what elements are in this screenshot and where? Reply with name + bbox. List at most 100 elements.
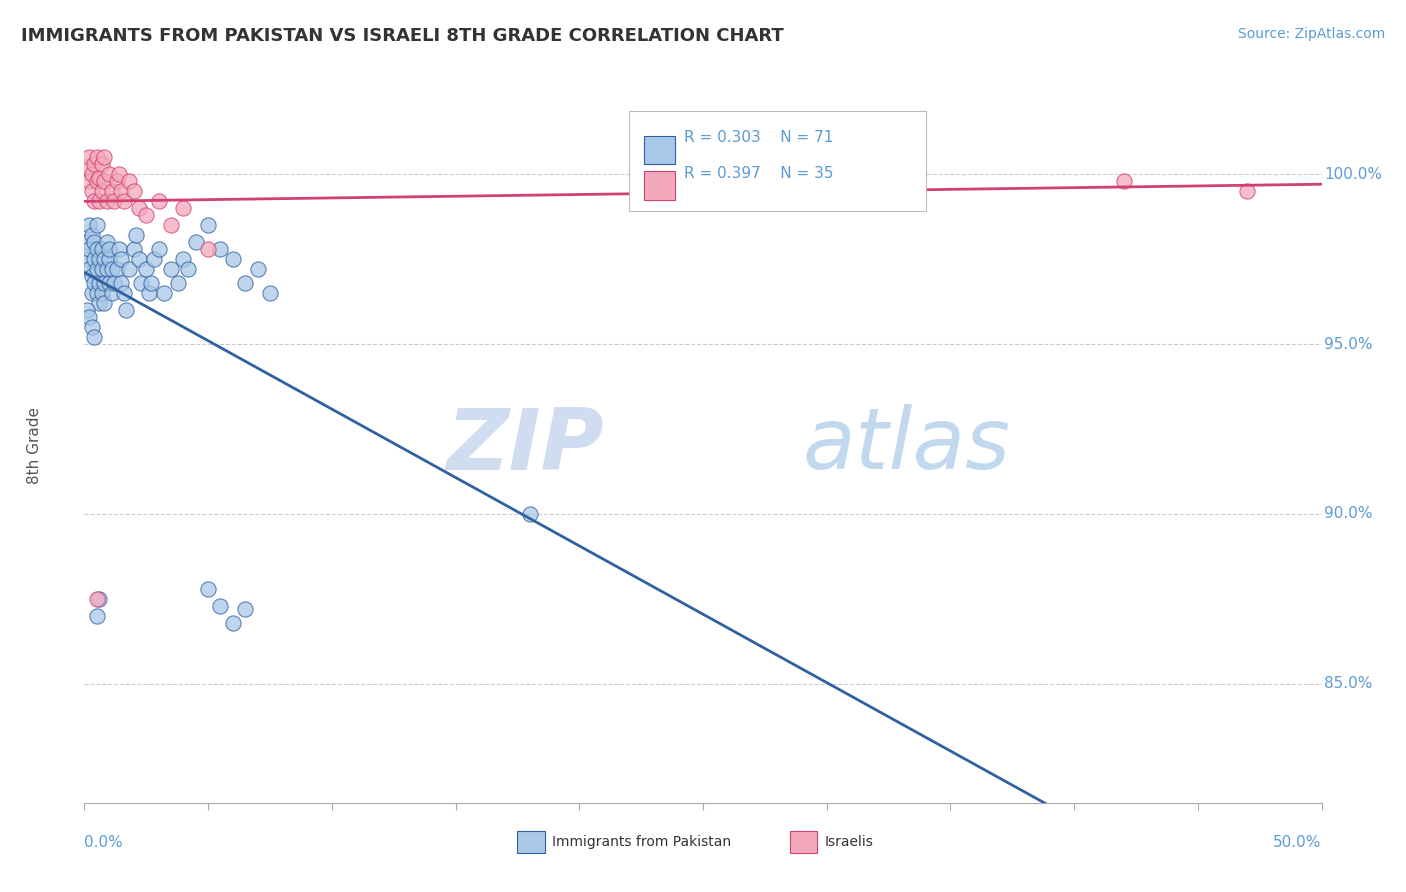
Point [197, 582, 219, 596]
Point [184, 235, 207, 249]
Text: 90.0%: 90.0% [1324, 507, 1372, 522]
Point [246, 262, 269, 277]
Point [83, 330, 105, 344]
Point [98, 276, 121, 290]
Point [90, 157, 112, 171]
Point [172, 201, 194, 215]
Text: ZIP: ZIP [446, 404, 605, 488]
Point [83, 194, 105, 209]
Point [197, 218, 219, 232]
Point [89, 276, 111, 290]
Point [115, 303, 138, 318]
Text: 0.0%: 0.0% [84, 835, 124, 850]
Point [86, 150, 108, 164]
Point [76, 161, 98, 175]
FancyBboxPatch shape [517, 831, 544, 853]
Point [86, 218, 108, 232]
Point [86, 608, 108, 623]
Point [80, 228, 103, 243]
Point [108, 167, 131, 181]
Point [90, 262, 112, 277]
Point [89, 252, 111, 266]
Point [79, 218, 101, 232]
Point [110, 252, 132, 266]
Text: Immigrants from Pakistan: Immigrants from Pakistan [553, 835, 731, 849]
Point [259, 286, 281, 301]
FancyBboxPatch shape [628, 111, 925, 211]
Point [108, 242, 131, 256]
Point [110, 276, 132, 290]
Point [79, 310, 101, 324]
Point [128, 252, 150, 266]
Point [128, 201, 150, 215]
Text: 95.0%: 95.0% [1324, 336, 1372, 351]
Point [160, 262, 183, 277]
Point [135, 262, 157, 277]
Point [98, 252, 121, 266]
Point [83, 157, 105, 171]
Point [100, 184, 122, 198]
Point [86, 262, 108, 277]
Text: 85.0%: 85.0% [1324, 676, 1372, 691]
Point [96, 235, 118, 249]
Point [79, 262, 101, 277]
Point [93, 296, 115, 310]
Point [76, 252, 98, 266]
Point [98, 242, 121, 256]
Point [90, 286, 112, 301]
Point [86, 591, 108, 606]
Point [135, 208, 157, 222]
Point [83, 235, 105, 249]
Point [177, 262, 200, 277]
Point [80, 269, 103, 284]
Point [1236, 184, 1258, 198]
Point [86, 174, 108, 188]
Point [209, 599, 232, 613]
Point [112, 194, 135, 209]
Point [519, 507, 541, 521]
Point [209, 242, 232, 256]
Point [118, 262, 141, 277]
Point [138, 286, 160, 301]
Point [98, 167, 121, 181]
Point [89, 170, 111, 185]
Point [148, 194, 170, 209]
Point [105, 262, 128, 277]
Point [93, 252, 115, 266]
Point [172, 252, 194, 266]
Point [100, 262, 122, 277]
Text: IMMIGRANTS FROM PAKISTAN VS ISRAELI 8TH GRADE CORRELATION CHART: IMMIGRANTS FROM PAKISTAN VS ISRAELI 8TH … [21, 27, 783, 45]
Text: atlas: atlas [801, 404, 1010, 488]
Point [93, 174, 115, 188]
Point [141, 276, 163, 290]
Text: Israelis: Israelis [824, 835, 873, 849]
Point [96, 262, 118, 277]
Point [222, 615, 245, 630]
Point [89, 194, 111, 209]
Point [148, 242, 170, 256]
Point [76, 235, 98, 249]
Point [125, 228, 148, 243]
Point [160, 218, 183, 232]
Point [129, 276, 152, 290]
Point [79, 150, 101, 164]
Point [152, 286, 174, 301]
Point [233, 602, 256, 616]
Point [90, 184, 112, 198]
Text: 8th Grade: 8th Grade [27, 408, 42, 484]
Point [90, 242, 112, 256]
Point [83, 252, 105, 266]
Point [80, 184, 103, 198]
Point [86, 286, 108, 301]
Text: R = 0.303    N = 71: R = 0.303 N = 71 [685, 130, 834, 145]
Point [1112, 174, 1135, 188]
Point [76, 303, 98, 318]
Point [110, 184, 132, 198]
Point [118, 174, 141, 188]
FancyBboxPatch shape [644, 136, 675, 164]
FancyBboxPatch shape [644, 171, 675, 200]
Point [105, 174, 128, 188]
FancyBboxPatch shape [790, 831, 817, 853]
Text: 50.0%: 50.0% [1274, 835, 1322, 850]
Point [80, 167, 103, 181]
